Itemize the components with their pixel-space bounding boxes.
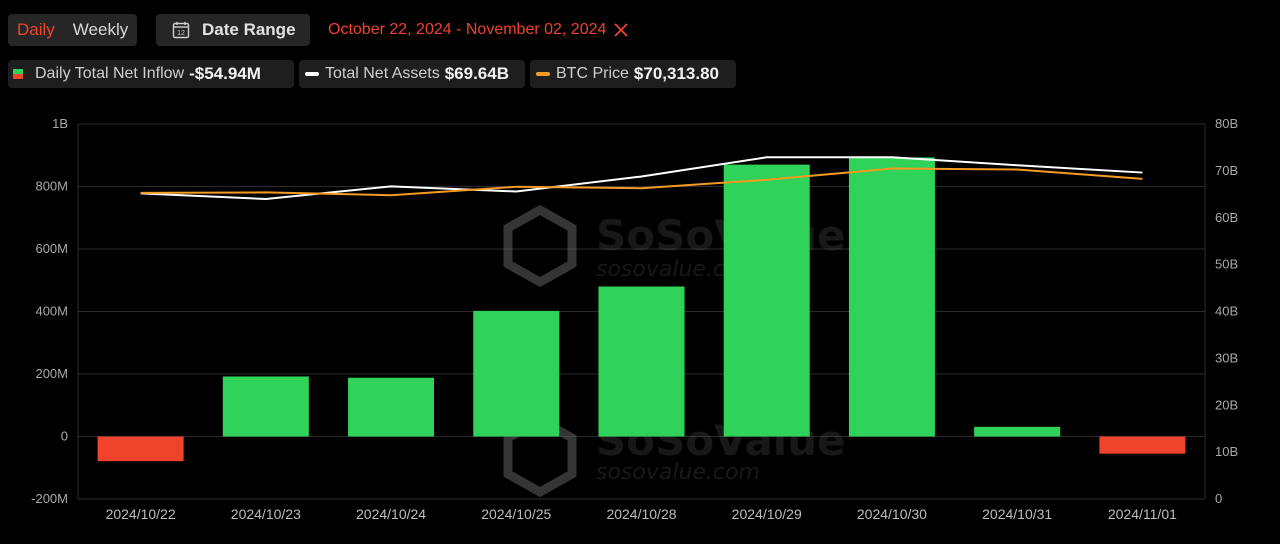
inflow-bar bbox=[473, 310, 560, 437]
legend-inflow[interactable]: Daily Total Net Inflow -$54.94M bbox=[8, 60, 294, 88]
inflow-bar bbox=[848, 157, 935, 437]
left-tick-label: -200M bbox=[31, 491, 68, 506]
left-tick-label: 0 bbox=[61, 429, 68, 444]
legend-inflow-value: -$54.94M bbox=[189, 64, 261, 83]
legend-btc[interactable]: BTC Price $70,313.80 bbox=[530, 60, 736, 88]
x-tick-label: 2024/10/30 bbox=[857, 506, 927, 522]
selected-range: October 22, 2024 - November 02, 2024 bbox=[328, 21, 607, 38]
inflow-bar bbox=[1099, 436, 1186, 454]
left-tick-label: 600M bbox=[35, 241, 68, 256]
x-tick-label: 2024/10/24 bbox=[356, 506, 426, 522]
line-series bbox=[140, 156, 1143, 201]
axis-labels: -200M 0 200M 400M 600M 800M 1B 0 10B 20B 30B 40B 50B… bbox=[31, 116, 1238, 522]
x-tick-label: 2024/10/29 bbox=[732, 506, 802, 522]
legend-assets[interactable]: Total Net Assets $69.64B bbox=[299, 60, 525, 88]
right-tick-label: 40B bbox=[1215, 304, 1238, 319]
inflow-bar bbox=[97, 436, 184, 462]
inflow-bars bbox=[97, 157, 1186, 462]
calendar-icon: 12 bbox=[172, 21, 190, 39]
interval-toggle: Daily Weekly bbox=[8, 14, 137, 46]
net-assets-line bbox=[140, 156, 1143, 201]
right-tick-label: 60B bbox=[1215, 210, 1238, 225]
legend-assets-value: $69.64B bbox=[444, 64, 509, 83]
date-range-button[interactable]: 12 Date Range bbox=[156, 14, 310, 46]
right-tick-label: 10B bbox=[1215, 444, 1238, 459]
legend-btc-value: $70,313.80 bbox=[633, 64, 719, 83]
legend-inflow-label: Daily Total Net Inflow bbox=[35, 65, 185, 82]
inflow-bar bbox=[222, 376, 309, 437]
x-tick-label: 2024/10/25 bbox=[481, 506, 551, 522]
right-tick-label: 0 bbox=[1215, 491, 1222, 506]
weekly-tab[interactable]: Weekly bbox=[72, 20, 129, 39]
x-tick-label: 2024/10/23 bbox=[231, 506, 301, 522]
legend-assets-label: Total Net Assets bbox=[325, 65, 440, 82]
btc-line-swatch-icon bbox=[536, 72, 550, 76]
watermark-logo-icon bbox=[503, 204, 577, 288]
btc-price-line bbox=[140, 167, 1143, 197]
close-icon[interactable] bbox=[613, 22, 629, 38]
x-tick-label: 2024/10/28 bbox=[606, 506, 676, 522]
left-tick-label: 400M bbox=[35, 304, 68, 319]
left-tick-label: 1B bbox=[52, 116, 68, 131]
x-tick-label: 2024/10/31 bbox=[982, 506, 1052, 522]
right-tick-label: 50B bbox=[1215, 257, 1238, 272]
daily-tab[interactable]: Daily bbox=[17, 20, 55, 39]
date-range-label: Date Range bbox=[202, 20, 296, 39]
inflow-bar bbox=[348, 377, 435, 437]
left-tick-label: 800M bbox=[35, 179, 68, 194]
right-tick-label: 20B bbox=[1215, 397, 1238, 412]
x-tick-label: 2024/11/01 bbox=[1108, 506, 1177, 522]
legend-btc-label: BTC Price bbox=[556, 65, 629, 82]
assets-line-swatch-icon bbox=[305, 72, 319, 76]
inflow-bar bbox=[598, 286, 685, 437]
inflow-swatch-icon bbox=[13, 69, 23, 79]
watermark-url-bottom: sosovalue.com bbox=[596, 460, 760, 485]
left-tick-label: 200M bbox=[35, 366, 68, 381]
inflow-bar bbox=[974, 426, 1061, 437]
right-tick-label: 30B bbox=[1215, 350, 1238, 365]
calendar-day: 12 bbox=[177, 30, 185, 37]
watermark-logo-bottom-icon bbox=[503, 414, 577, 498]
right-tick-label: 70B bbox=[1215, 163, 1238, 178]
x-tick-label: 2024/10/22 bbox=[106, 506, 176, 522]
inflow-bar bbox=[723, 164, 810, 437]
right-tick-label: 80B bbox=[1215, 116, 1238, 131]
